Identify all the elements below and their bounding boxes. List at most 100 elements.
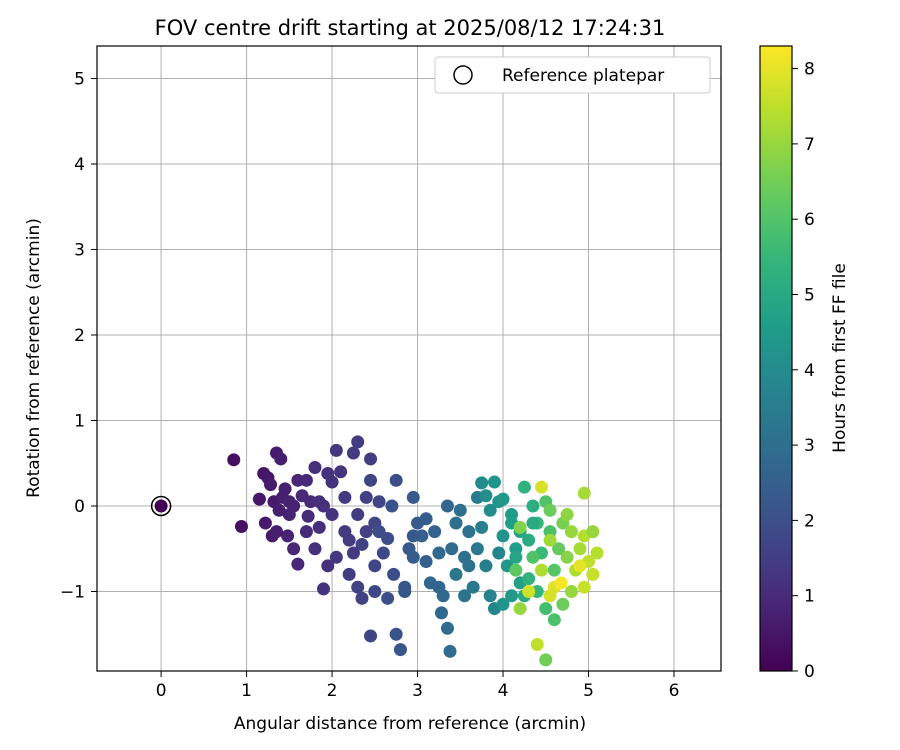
- scatter-point: [522, 533, 536, 547]
- scatter-point: [428, 525, 442, 539]
- scatter-point: [299, 473, 313, 487]
- scatter-point: [325, 508, 339, 522]
- x-tick-label: 5: [583, 681, 594, 701]
- scatter-point: [543, 533, 557, 547]
- colorbar-tick-label: 1: [804, 587, 815, 607]
- y-tick-label: 2: [74, 326, 85, 346]
- scatter-point: [258, 516, 272, 530]
- y-tick-label: 1: [74, 411, 85, 431]
- scatter-point: [440, 621, 454, 635]
- scatter-point: [543, 589, 557, 603]
- scatter-point: [479, 489, 493, 503]
- scatter-point: [505, 589, 519, 603]
- scatter-point: [299, 525, 313, 539]
- scatter-point: [364, 629, 378, 643]
- scatter-point: [586, 567, 600, 581]
- scatter-point: [364, 452, 378, 466]
- x-tick-label: 1: [241, 681, 252, 701]
- scatter-point: [573, 542, 587, 556]
- scatter-point: [517, 480, 531, 494]
- scatter-point: [539, 653, 553, 667]
- scatter-point: [406, 550, 420, 564]
- scatter-point: [475, 476, 489, 490]
- scatter-point: [458, 589, 472, 603]
- legend: Reference platepar: [434, 56, 711, 94]
- scatter-point: [552, 542, 566, 556]
- scatter-point: [445, 542, 459, 556]
- scatter-point: [398, 580, 412, 594]
- colorbar-label: Hours from first FF file: [830, 263, 850, 453]
- scatter-point: [264, 478, 278, 492]
- scatter-point: [534, 563, 548, 577]
- scatter-point: [526, 516, 540, 530]
- colorbar: 0 1 2 3 4 5 6 7 8: [759, 45, 815, 682]
- scatter-point: [227, 453, 241, 467]
- y-tick-label: 3: [74, 240, 85, 260]
- legend-frame: [434, 56, 711, 94]
- scatter-point: [462, 559, 476, 573]
- scatter-point: [329, 443, 343, 457]
- scatter-point: [577, 580, 591, 594]
- plot-area: 0 1 2 3 4 5 6 −1 0 1 2 3 4 5: [60, 45, 722, 701]
- scatter-point: [483, 503, 497, 517]
- scatter-point: [346, 446, 360, 460]
- colorbar-tick-label: 6: [804, 210, 815, 230]
- chart-title: FOV centre drift starting at 2025/08/12 …: [155, 16, 666, 40]
- x-tick-label: 0: [156, 681, 167, 701]
- colorbar-tick-label: 7: [804, 135, 815, 155]
- scatter-point: [509, 550, 523, 564]
- scatter-point: [308, 461, 322, 475]
- scatter-point: [539, 602, 553, 616]
- scatter-point: [443, 644, 457, 658]
- scatter-point: [252, 492, 266, 506]
- scatter-point: [462, 525, 476, 539]
- scatter-point: [492, 546, 506, 560]
- scatter-point: [560, 508, 574, 522]
- scatter-point: [342, 567, 356, 581]
- y-tick-label: 4: [74, 155, 85, 175]
- scatter-point: [547, 563, 561, 577]
- scatter-point: [530, 637, 544, 651]
- y-tick-label: 5: [74, 69, 85, 89]
- scatter-point: [389, 473, 403, 487]
- scatter-point: [564, 584, 578, 598]
- scatter-point: [496, 597, 510, 611]
- scatter-point: [287, 542, 301, 556]
- scatter-point: [338, 525, 352, 539]
- colorbar-tick-label: 0: [804, 662, 815, 682]
- scatter-point: [449, 567, 463, 581]
- scatter-point: [351, 508, 365, 522]
- scatter-point: [483, 589, 497, 603]
- scatter-point: [234, 520, 248, 534]
- scatter-point: [487, 475, 501, 489]
- scatter-point: [440, 499, 454, 513]
- scatter-point: [419, 555, 433, 569]
- scatter-point: [526, 550, 540, 564]
- scatter-point: [321, 559, 335, 573]
- scatter-point: [385, 499, 399, 513]
- scatter-point: [522, 584, 536, 598]
- scatter-point: [287, 499, 301, 513]
- scatter-point: [543, 503, 557, 517]
- scatter-point: [368, 584, 382, 598]
- scatter-point: [308, 542, 322, 556]
- legend-entry-label: Reference platepar: [502, 66, 664, 86]
- scatter-point: [364, 473, 378, 487]
- scatter-point: [453, 503, 467, 517]
- x-axis-label: Angular distance from reference (arcmin): [234, 714, 586, 734]
- scatter-point: [554, 576, 568, 590]
- scatter-point: [281, 529, 295, 543]
- scatter-point: [372, 495, 386, 509]
- scatter-point: [449, 516, 463, 530]
- scatter-point: [526, 499, 540, 513]
- scatter-point: [270, 525, 284, 539]
- scatter-point: [372, 525, 386, 539]
- scatter-point: [355, 591, 369, 605]
- scatter-point: [301, 509, 315, 523]
- scatter-point: [590, 546, 604, 560]
- colorbar-tick-label: 4: [804, 361, 815, 381]
- scatter-point: [376, 546, 390, 560]
- scatter-point: [496, 529, 510, 543]
- scatter-point: [419, 512, 433, 526]
